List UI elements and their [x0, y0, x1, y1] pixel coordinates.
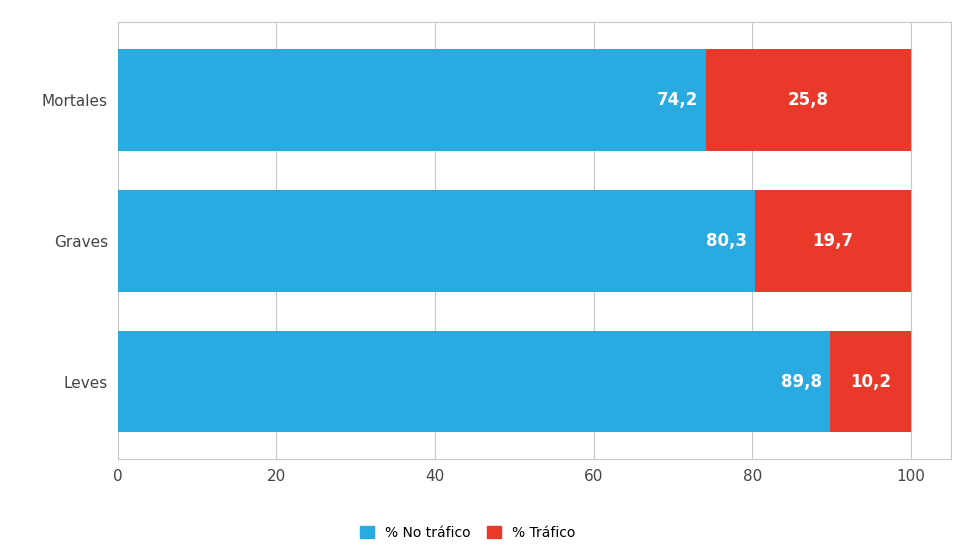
Text: 25,8: 25,8: [788, 91, 829, 109]
Text: 80,3: 80,3: [706, 232, 747, 250]
Text: 19,7: 19,7: [812, 232, 854, 250]
Legend: % No tráfico, % Tráfico: % No tráfico, % Tráfico: [360, 526, 575, 540]
Bar: [118, 49, 707, 151]
Bar: [830, 331, 911, 432]
Bar: [707, 49, 911, 151]
Text: 89,8: 89,8: [781, 373, 822, 391]
Text: 10,2: 10,2: [850, 373, 891, 391]
Bar: [755, 190, 911, 292]
Text: 74,2: 74,2: [657, 91, 699, 109]
Bar: [118, 190, 755, 292]
Bar: [118, 331, 830, 432]
